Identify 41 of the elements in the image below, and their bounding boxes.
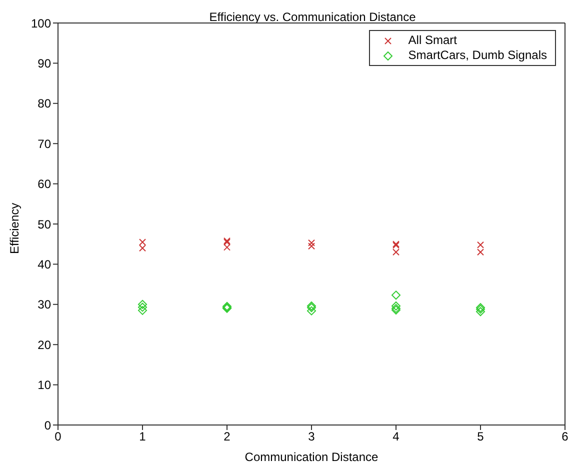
- point: [138, 300, 147, 309]
- x-axis-title: Communication Distance: [244, 450, 379, 464]
- y-tick-label: 80: [38, 96, 52, 111]
- y-tick-label: 0: [44, 418, 52, 432]
- point: [224, 244, 230, 251]
- x-tick-label: 2: [224, 430, 231, 444]
- point: [222, 302, 232, 311]
- y-tick-label: 70: [38, 136, 52, 151]
- point: [139, 238, 146, 246]
- legend-label: All Smart: [408, 33, 457, 48]
- x-tick-label: 0: [54, 430, 62, 444]
- point: [392, 302, 400, 311]
- y-axis-title: Efficiency: [7, 202, 22, 254]
- point: [138, 302, 147, 312]
- point: [138, 306, 147, 315]
- y-tick-label: 20: [38, 338, 52, 352]
- y-tick-label: 30: [38, 298, 52, 312]
- y-tick-label: 100: [30, 16, 52, 30]
- y-tick-label: 10: [38, 378, 52, 392]
- y-tick-label: 60: [38, 177, 52, 192]
- x-tick-label: 6: [562, 430, 569, 444]
- y-tick-label: 50: [38, 217, 52, 232]
- x-tick-label: 1: [139, 430, 146, 444]
- x-tick-label: 3: [308, 430, 316, 444]
- x-tick-label: 5: [477, 430, 484, 444]
- point: [392, 304, 400, 313]
- chart-title: Efficiency vs. Communication Distance: [208, 10, 417, 24]
- y-tick-label: 90: [38, 56, 52, 70]
- legend-label: SmartCars, Dumb Signals: [408, 48, 547, 63]
- point: [477, 248, 484, 256]
- point: [308, 239, 315, 246]
- point: [308, 242, 315, 250]
- point: [392, 248, 400, 256]
- point: [477, 241, 484, 248]
- point: [307, 306, 316, 316]
- y-tick-label: 40: [38, 257, 52, 272]
- point: [392, 306, 400, 315]
- point: [476, 307, 485, 316]
- point: [139, 244, 146, 252]
- point: [392, 290, 400, 300]
- x-tick-label: 4: [392, 430, 400, 444]
